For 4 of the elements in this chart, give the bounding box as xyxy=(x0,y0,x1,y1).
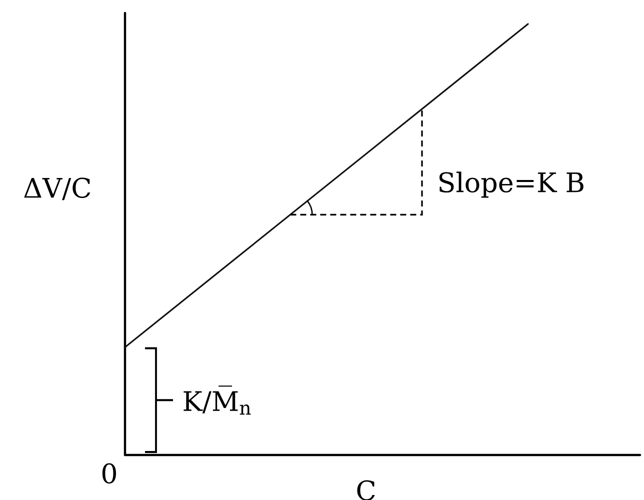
text: 0 xyxy=(102,463,116,484)
y-axis-title: ΔV/C xyxy=(24,178,90,200)
annotation: Slope=K B xyxy=(439,172,584,198)
annotation: K/M̅$_{n}$ xyxy=(184,386,251,415)
